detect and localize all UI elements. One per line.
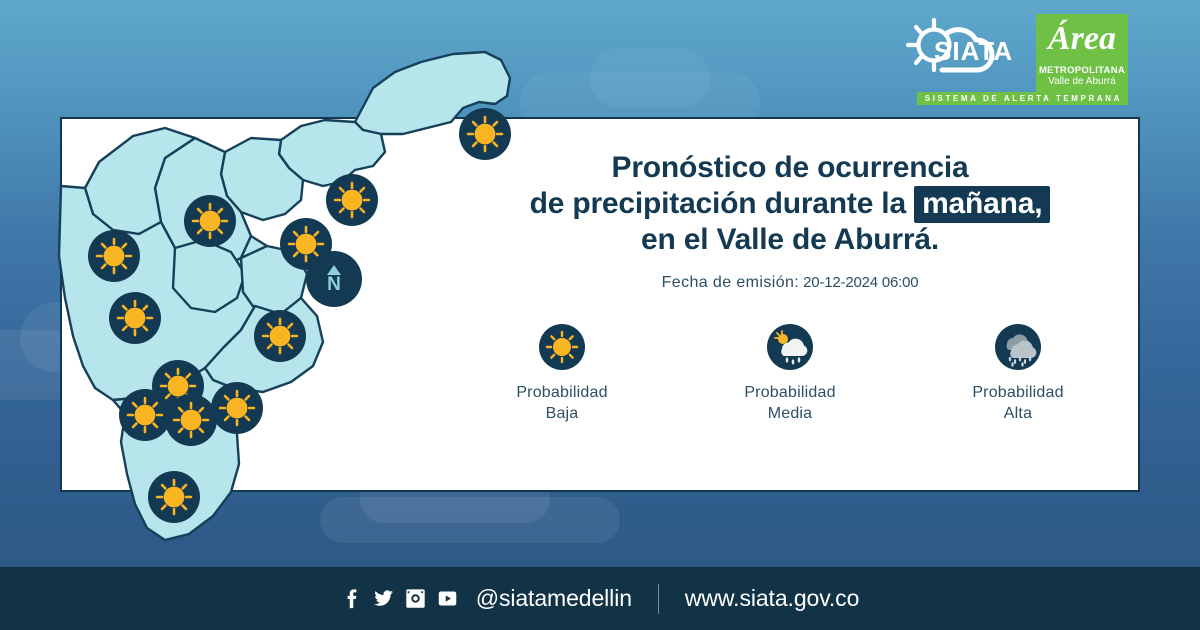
legend-label-line1: Probabilidad [516,384,608,401]
sun-cloud-icon [905,17,995,73]
youtube-icon[interactable] [437,588,458,609]
legend-label-media: Probabilidad Media [744,382,835,424]
sun-icon [466,115,504,153]
footer-divider [657,583,659,614]
map-marker-sabaneta [211,382,263,434]
social-links[interactable] [341,588,458,609]
legend-label-line1: Probabilidad [744,384,836,401]
emission-date-value: 20-12-2024 06:00 [803,274,919,291]
sun-icon [218,389,256,427]
brand-logos: SIATA Área METROPOLITANA Valle de Aburrá [900,14,1128,92]
website-url[interactable]: www.siata.gov.co [684,585,860,611]
map-marker-barbosa [459,108,511,160]
sun-icon [333,181,371,219]
area-script-label: Área [1048,20,1116,57]
map-marker-bello [254,310,306,362]
area-metropolitana-logo: Área METROPOLITANA Valle de Aburrá [1036,14,1128,92]
sun-icon [116,299,154,337]
headline-line-1: Pronóstico de ocurrencia [611,151,969,184]
page-title: Pronóstico de ocurrencia de precipitació… [470,150,1110,258]
compass-letter: N [327,274,341,295]
sun-icon [172,401,210,439]
map-marker-medellin-norte [88,230,140,282]
legend-label-line1: Probabilidad [972,384,1064,401]
headline-line-3: en el Valle de Aburrá. [641,223,939,256]
headline-line-2-text: de precipitación durante la [529,187,907,220]
map-marker-itagui [119,389,171,441]
legend-label-line2: Alta [1003,405,1033,422]
legend-label-baja: Probabilidad Baja [516,382,607,424]
map-marker-san-pedro [184,195,236,247]
map-marker-girardota [326,174,378,226]
north-arrow-icon [327,265,341,275]
compass-rose: N [306,251,362,307]
footer-bar: @siatamedellin www.siata.gov.co [0,567,1200,630]
legend-item-media: Probabilidad Media [715,324,865,424]
sun-icon [95,237,133,275]
instagram-icon[interactable] [405,588,426,609]
sun-icon [126,396,164,434]
area-line1-label: METROPOLITANA [1038,65,1126,76]
sun-icon [191,202,229,240]
emission-date-label: Fecha de emisión: [661,274,800,291]
headline-highlight: mañana, [914,186,1051,223]
headline-line-2: de precipitación durante la mañana, [470,186,1110,223]
sun-icon [539,324,585,370]
sun-icon [155,478,193,516]
forecast-content: Pronóstico de ocurrencia de precipitació… [470,150,1110,424]
legend-label-line2: Media [767,405,813,422]
cloud-heavy-rain-icon [995,324,1041,370]
emission-date: Fecha de emisión: 20-12-2024 06:00 [470,274,1110,292]
sun-cloud-rain-icon [767,324,813,370]
siata-wordmark: SIATA [934,36,1014,66]
map-marker-medellin-occidente [109,292,161,344]
facebook-icon[interactable] [341,588,362,609]
legend-label-alta: Probabilidad Alta [972,382,1063,424]
legend-item-baja: Probabilidad Baja [487,324,637,424]
map-marker-la-estrella [165,394,217,446]
sun-icon [261,317,299,355]
probability-legend: Probabilidad Baja [470,324,1110,424]
twitter-icon[interactable] [373,588,394,609]
siata-logo: SIATA [900,14,1028,92]
social-handle[interactable]: @siatamedellin [475,585,632,611]
valle-de-aburra-map [55,30,525,575]
map-marker-caldas [148,471,200,523]
area-line2-label: Valle de Aburrá [1048,76,1116,87]
siata-tagline: SISTEMA DE ALERTA TEMPRANA [916,92,1128,105]
legend-item-alta: Probabilidad Alta [943,324,1093,424]
legend-label-line2: Baja [545,405,579,422]
